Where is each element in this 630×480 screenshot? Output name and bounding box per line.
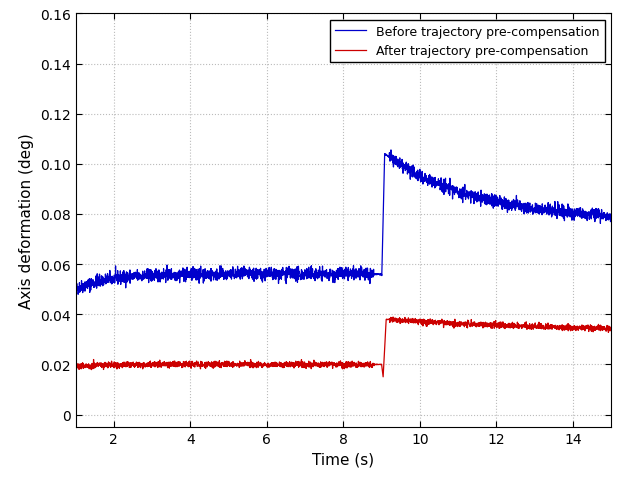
Before trajectory pre-compensation xyxy=(374,271,381,277)
Before trajectory pre-compensation xyxy=(74,292,82,298)
After trajectory pre-compensation xyxy=(389,316,397,322)
Before trajectory pre-compensation xyxy=(438,186,446,192)
After trajectory pre-compensation xyxy=(353,364,361,370)
After trajectory pre-compensation xyxy=(373,361,381,367)
Y-axis label: Axis deformation (deg): Axis deformation (deg) xyxy=(20,133,34,309)
Before trajectory pre-compensation xyxy=(353,272,361,278)
Before trajectory pre-compensation xyxy=(99,277,106,283)
After trajectory pre-compensation xyxy=(607,326,615,332)
After trajectory pre-compensation xyxy=(379,374,387,380)
After trajectory pre-compensation xyxy=(99,363,106,369)
After trajectory pre-compensation xyxy=(438,318,446,324)
Line: Before trajectory pre-compensation: Before trajectory pre-compensation xyxy=(76,151,611,295)
Before trajectory pre-compensation xyxy=(607,213,615,219)
Before trajectory pre-compensation xyxy=(389,158,397,164)
After trajectory pre-compensation xyxy=(450,323,457,328)
Line: After trajectory pre-compensation: After trajectory pre-compensation xyxy=(76,317,611,377)
After trajectory pre-compensation xyxy=(389,314,397,320)
Before trajectory pre-compensation xyxy=(72,285,79,291)
Before trajectory pre-compensation xyxy=(450,184,457,190)
X-axis label: Time (s): Time (s) xyxy=(312,452,374,467)
Legend: Before trajectory pre-compensation, After trajectory pre-compensation: Before trajectory pre-compensation, Afte… xyxy=(330,21,605,63)
After trajectory pre-compensation xyxy=(72,360,79,366)
Before trajectory pre-compensation xyxy=(387,148,395,154)
